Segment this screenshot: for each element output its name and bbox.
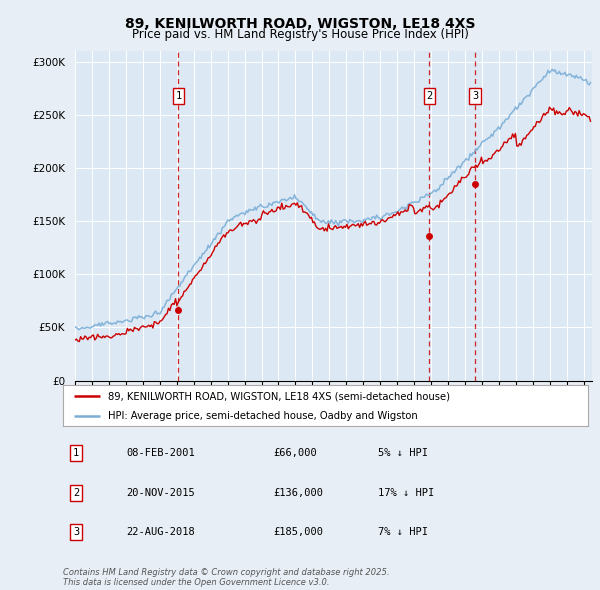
- Text: 7% ↓ HPI: 7% ↓ HPI: [378, 527, 428, 537]
- Text: Price paid vs. HM Land Registry's House Price Index (HPI): Price paid vs. HM Land Registry's House …: [131, 28, 469, 41]
- Text: 89, KENILWORTH ROAD, WIGSTON, LE18 4XS (semi-detached house): 89, KENILWORTH ROAD, WIGSTON, LE18 4XS (…: [107, 391, 449, 401]
- Text: 17% ↓ HPI: 17% ↓ HPI: [378, 488, 434, 497]
- Text: 08-FEB-2001: 08-FEB-2001: [126, 448, 195, 458]
- Text: 2: 2: [426, 91, 433, 101]
- Text: 5% ↓ HPI: 5% ↓ HPI: [378, 448, 428, 458]
- Text: £136,000: £136,000: [273, 488, 323, 497]
- Text: 1: 1: [73, 448, 79, 458]
- Text: 1: 1: [175, 91, 182, 101]
- Text: 22-AUG-2018: 22-AUG-2018: [126, 527, 195, 537]
- Text: 3: 3: [472, 91, 478, 101]
- Text: Contains HM Land Registry data © Crown copyright and database right 2025.
This d: Contains HM Land Registry data © Crown c…: [63, 568, 389, 587]
- Text: £66,000: £66,000: [273, 448, 317, 458]
- Text: 89, KENILWORTH ROAD, WIGSTON, LE18 4XS: 89, KENILWORTH ROAD, WIGSTON, LE18 4XS: [125, 17, 475, 31]
- Text: 2: 2: [73, 488, 79, 497]
- Text: £185,000: £185,000: [273, 527, 323, 537]
- Text: 20-NOV-2015: 20-NOV-2015: [126, 488, 195, 497]
- Text: 3: 3: [73, 527, 79, 537]
- Text: HPI: Average price, semi-detached house, Oadby and Wigston: HPI: Average price, semi-detached house,…: [107, 411, 418, 421]
